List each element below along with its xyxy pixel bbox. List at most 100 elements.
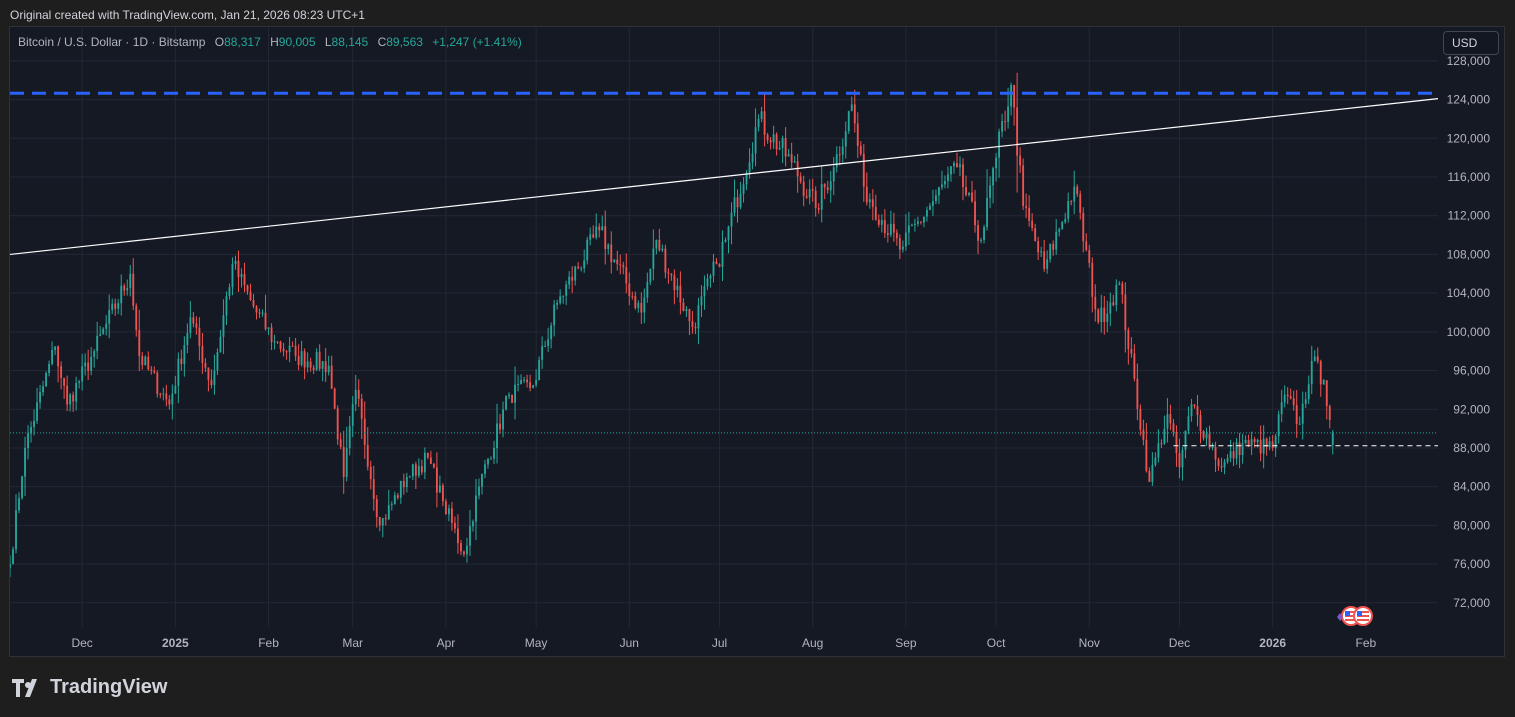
- candle-body: [781, 138, 784, 148]
- y-tick-label: 88,000: [1453, 441, 1490, 455]
- candle-body: [817, 207, 820, 210]
- candle-body: [628, 283, 631, 296]
- candle-body: [159, 393, 162, 395]
- candle-body: [264, 312, 267, 330]
- chart-panel[interactable]: 124,64889,56316:36:2088,229 128,000 124,0…: [9, 26, 1505, 657]
- y-tick-label: 116,000: [1448, 170, 1491, 184]
- candle-body: [799, 176, 802, 182]
- high-label: H: [270, 35, 279, 49]
- candle-body: [601, 226, 604, 231]
- candle-body: [87, 362, 90, 371]
- candle-body: [12, 549, 14, 565]
- candle-body: [336, 408, 339, 440]
- candle-body: [201, 346, 204, 363]
- candle-body: [1208, 433, 1211, 448]
- candle-body: [1127, 330, 1130, 350]
- candle-body: [1307, 384, 1310, 400]
- candle-body: [126, 288, 129, 291]
- candle-body: [1070, 200, 1073, 202]
- candle-body: [1154, 457, 1157, 465]
- candle-body: [1202, 430, 1205, 439]
- candle-body: [718, 264, 721, 267]
- candle-body: [441, 485, 444, 502]
- candle-body: [529, 382, 532, 388]
- candle-body: [435, 467, 438, 493]
- candle-body: [889, 223, 892, 235]
- candle-body: [1331, 432, 1334, 445]
- candle-body: [1079, 193, 1082, 213]
- price-chart[interactable]: 124,64889,56316:36:2088,229 128,000 124,0…: [10, 27, 1504, 656]
- candle-body: [1094, 296, 1097, 310]
- us-flag-event-icon[interactable]: [1353, 606, 1373, 626]
- grid-lines: [10, 27, 1438, 627]
- ohlc-legend: Bitcoin / U.S. Dollar · 1D · Bitstamp O8…: [18, 35, 522, 49]
- candle-body: [865, 186, 868, 203]
- candle-body: [592, 234, 595, 238]
- candle-body: [1118, 283, 1121, 285]
- candle-body: [941, 184, 943, 188]
- candle-body: [832, 167, 835, 182]
- candle-body: [39, 392, 41, 403]
- candle-body: [607, 244, 610, 249]
- candle-body: [859, 146, 862, 154]
- candle-body: [712, 261, 715, 276]
- x-tick-label: Feb: [1356, 636, 1377, 650]
- candle-body: [556, 302, 559, 305]
- candle-body: [1142, 429, 1145, 440]
- candlesticks: [10, 72, 1334, 578]
- candle-body: [363, 418, 366, 445]
- candle-body: [294, 346, 297, 357]
- candle-body: [736, 197, 739, 208]
- candle-body: [372, 479, 375, 500]
- x-tick-label: Aug: [802, 636, 823, 650]
- candle-body: [342, 446, 345, 477]
- candle-body: [1136, 378, 1139, 409]
- candle-body: [703, 286, 706, 297]
- candle-body: [637, 303, 640, 309]
- close-label: C: [377, 35, 387, 49]
- candle-body: [237, 260, 240, 278]
- candle-body: [745, 172, 748, 185]
- candle-body: [1277, 414, 1280, 437]
- candle-body: [721, 241, 724, 267]
- candle-body: [114, 303, 117, 309]
- candle-body: [411, 464, 414, 477]
- candle-body: [1064, 218, 1067, 223]
- candle-body: [1310, 360, 1313, 385]
- candle-body: [210, 379, 213, 386]
- flag-stripe: [1345, 611, 1357, 613]
- tradingview-logo-icon: [12, 678, 37, 697]
- flag-stripe: [1345, 619, 1357, 621]
- candle-body: [640, 303, 643, 313]
- candle-body: [195, 323, 198, 328]
- candle-body: [685, 309, 688, 312]
- candle-body: [1316, 356, 1319, 362]
- candle-body: [1013, 85, 1016, 108]
- candle-body: [1109, 302, 1112, 314]
- symbol-title[interactable]: Bitcoin / U.S. Dollar · 1D · Bitstamp: [18, 35, 206, 49]
- currency-button[interactable]: USD: [1443, 31, 1499, 55]
- open-value: 88,317: [224, 35, 261, 49]
- candle-body: [1001, 121, 1004, 132]
- low-label: L: [324, 35, 332, 49]
- candle-body: [514, 384, 516, 403]
- candle-body: [378, 517, 381, 526]
- candle-body: [688, 309, 691, 322]
- x-tick-label: Mar: [342, 636, 363, 650]
- candle-body: [249, 291, 252, 301]
- candle-body: [168, 399, 171, 405]
- candle-body: [291, 345, 294, 347]
- overlays: 124,64889,56316:36:2088,229: [10, 85, 1498, 626]
- close-value: 89,563: [386, 35, 423, 49]
- candle-body: [1115, 284, 1118, 306]
- tradingview-logo[interactable]: TradingView: [12, 676, 167, 699]
- candle-body: [147, 356, 150, 370]
- candle-body: [1007, 106, 1010, 122]
- candle-body: [1061, 222, 1064, 230]
- candle-body: [1268, 441, 1271, 447]
- candle-body: [634, 296, 637, 309]
- candle-body: [69, 394, 72, 405]
- candle-body: [171, 393, 174, 405]
- candle-body: [1076, 186, 1079, 194]
- candle-body: [580, 268, 583, 270]
